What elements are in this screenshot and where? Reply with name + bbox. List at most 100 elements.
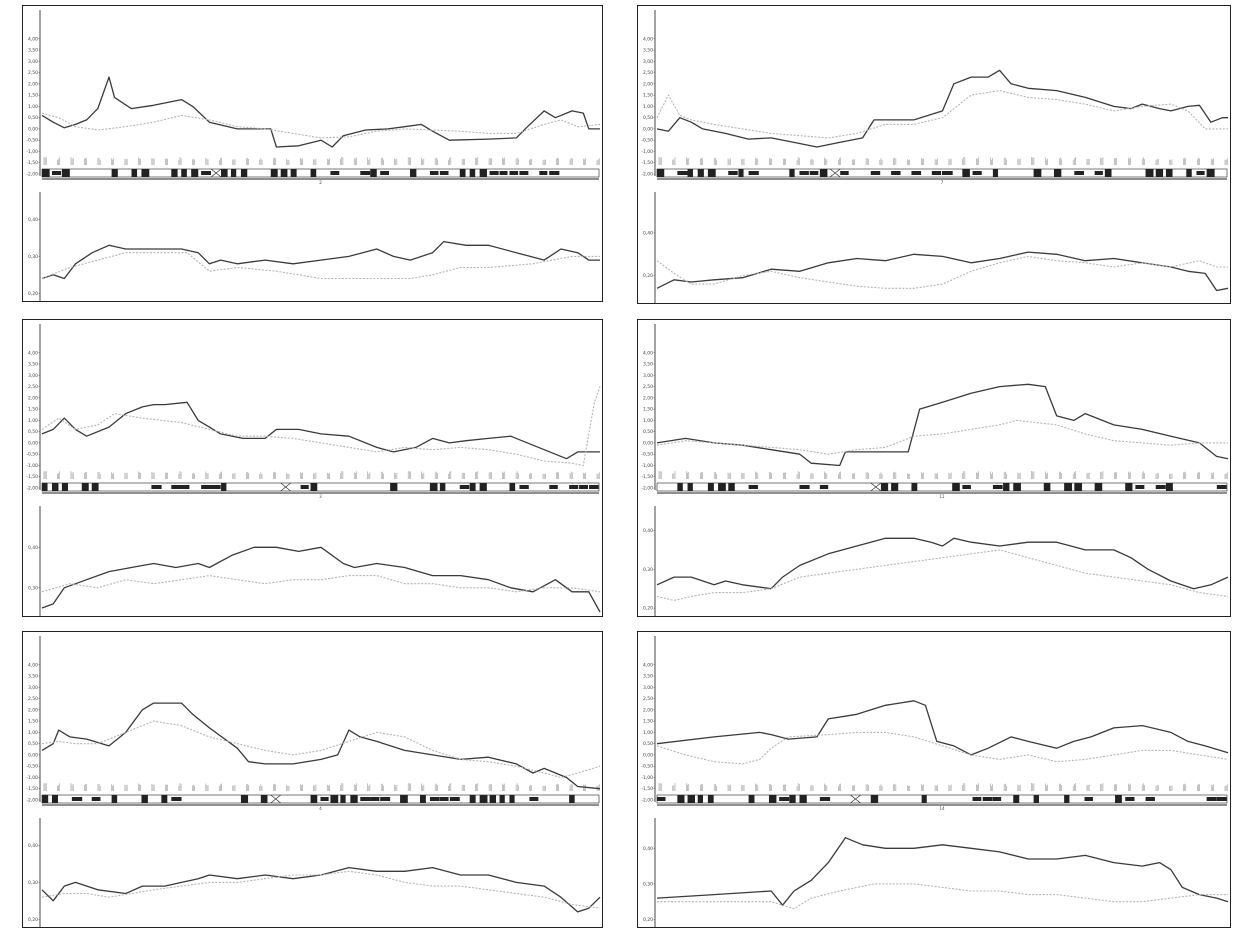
band-label: [461, 158, 465, 165]
band-label: [658, 157, 662, 165]
ideogram-outline: [656, 482, 1228, 492]
band-label: [569, 471, 573, 479]
band-label: [70, 157, 74, 165]
ideogram-band: [61, 483, 68, 491]
ideogram-band: [677, 483, 683, 491]
ideogram-band: [569, 485, 579, 489]
upper-sample-line: [41, 76, 600, 148]
upper-sample-line: [656, 69, 1228, 148]
band-label: [488, 158, 492, 165]
ideogram-band: [657, 169, 665, 177]
ideogram-band: [942, 171, 953, 175]
upper-tick-label: 2,50: [643, 70, 653, 76]
ideogram-band: [370, 797, 380, 801]
chromosome-label: 11: [939, 494, 945, 499]
band-label: [273, 783, 276, 791]
band-label: [515, 783, 519, 791]
band-label: [796, 471, 800, 479]
ideogram-band: [718, 483, 726, 491]
upper-tick-label: 0,50: [28, 741, 38, 747]
ideogram-band: [519, 485, 529, 489]
upper-tick-label: 0,00: [643, 126, 653, 132]
band-label: [769, 783, 772, 791]
band-label: [1017, 472, 1021, 479]
upper-reference-line: [656, 90, 1228, 139]
lower-reference-line: [41, 252, 600, 280]
upper-tick-label: -1,00: [641, 149, 653, 155]
ideogram-band: [429, 483, 438, 491]
ideogram-band: [589, 485, 599, 489]
lower-sample-line: [656, 537, 1229, 590]
band-label: [138, 783, 141, 791]
ideogram-band: [1074, 171, 1084, 175]
band-label: [934, 472, 938, 479]
band-label: [686, 157, 689, 165]
chromosome-panel-7: 4,00 3,50 3,00 2,50 2,00 1,50 1,00 0,50 0,00 -0,5…: [637, 5, 1231, 304]
band-label: [727, 158, 731, 165]
upper-tick-label: 2,50: [28, 384, 38, 390]
ideogram-band: [677, 171, 688, 175]
ideogram-band: [1155, 169, 1164, 177]
band-label: [1155, 158, 1159, 165]
ideogram-band: [962, 169, 970, 177]
band-label: [300, 471, 303, 479]
band-label: [219, 471, 222, 479]
ideogram-band: [320, 797, 329, 801]
ideogram-band: [748, 795, 755, 803]
chromosome-plot-2: 4,00 3,50 3,00 2,50 2,00 1,50 1,00 0,50 0,00 -0,5…: [26, 10, 601, 301]
band-label: [838, 783, 841, 791]
ideogram-band: [489, 795, 497, 803]
ideogram-band: [171, 485, 182, 489]
band-label: [394, 472, 398, 479]
ideogram-band: [748, 485, 758, 489]
band-label: [865, 158, 869, 165]
band-label: [672, 783, 676, 791]
ideogram-band: [697, 169, 704, 177]
ideogram-band: [81, 483, 89, 491]
ideogram-band: [728, 483, 735, 491]
ideogram-band: [360, 171, 371, 175]
band-label: [273, 471, 276, 479]
band-label: [448, 783, 452, 791]
upper-tick-label: 4,00: [643, 350, 653, 356]
upper-tick-label: 1,00: [643, 418, 653, 424]
ideogram-band: [707, 795, 714, 803]
band-label: [1128, 157, 1131, 165]
band-label: [1224, 158, 1228, 165]
upper-tick-label: 1,50: [643, 719, 653, 725]
band-label: [556, 157, 559, 165]
upper-tick-label: 3,50: [28, 362, 38, 368]
ideogram-band: [310, 795, 318, 803]
ideogram-band: [707, 483, 714, 491]
upper-tick-label: 2,50: [643, 384, 653, 390]
ideogram-band: [221, 169, 228, 177]
upper-tick-label: 0,50: [643, 429, 653, 435]
band-label: [700, 472, 703, 479]
upper-tick-label: 2,50: [28, 70, 38, 76]
ideogram-band: [61, 169, 70, 177]
band-label: [810, 784, 814, 791]
ideogram-band: [657, 797, 666, 801]
band-label: [529, 784, 532, 791]
band-label: [138, 157, 141, 165]
band-label: [934, 784, 938, 791]
chromosome-plot-7: 4,00 3,50 3,00 2,50 2,00 1,50 1,00 0,50 0,00 -0,5…: [641, 10, 1229, 303]
chromosome-label: 7: [941, 180, 944, 185]
ideogram-band: [1104, 169, 1112, 177]
ideogram-band: [181, 485, 190, 489]
upper-tick-label: -2,00: [26, 486, 38, 492]
ideogram-band: [1206, 169, 1215, 177]
band-label: [1141, 783, 1145, 791]
band-label: [232, 785, 236, 791]
band-label: [1224, 472, 1228, 479]
ideogram-band: [499, 171, 508, 175]
upper-tick-label: 1,50: [28, 407, 38, 413]
ideogram-band: [370, 169, 377, 177]
upper-tick-label: 0,00: [28, 126, 38, 132]
ideogram-band: [1216, 797, 1227, 801]
upper-reference-line: [41, 720, 601, 779]
band-label: [367, 157, 371, 165]
band-label: [1100, 783, 1104, 791]
chromosome-plot-3: 4,00 3,50 3,00 2,50 2,00 1,50 1,00 0,50 0,00 -0,5…: [26, 324, 601, 616]
band-label: [461, 472, 465, 479]
